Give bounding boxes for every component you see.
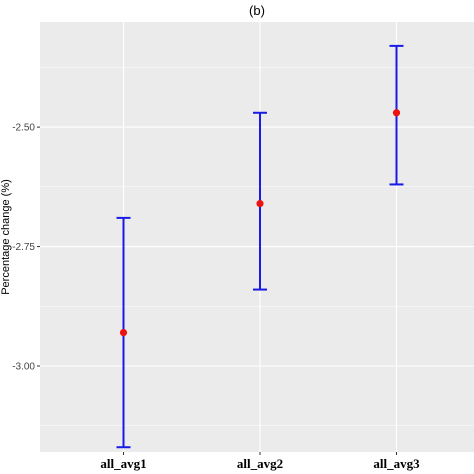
x-tick-label: all_avg2	[237, 456, 283, 471]
y-tick-label: -3.00	[12, 362, 35, 373]
point-all_avg2	[256, 199, 264, 208]
y-tick-label: -2.75	[12, 242, 35, 253]
point-all_avg1	[119, 328, 128, 337]
x-axis-ticks: all_avg1 all_avg2 all_avg3	[100, 452, 420, 471]
plot-panel	[40, 22, 474, 452]
y-axis-label: Percentage change (%)	[0, 179, 12, 295]
x-tick-label: all_avg1	[100, 456, 146, 471]
chart-title: (b)	[249, 3, 265, 18]
point-all_avg3	[392, 109, 401, 117]
data-points	[119, 109, 401, 337]
x-tick-label: all_avg3	[373, 456, 420, 471]
y-tick-label: -2.50	[12, 123, 35, 134]
y-axis-ticks: -3.00 -2.75 -2.50	[12, 123, 40, 373]
